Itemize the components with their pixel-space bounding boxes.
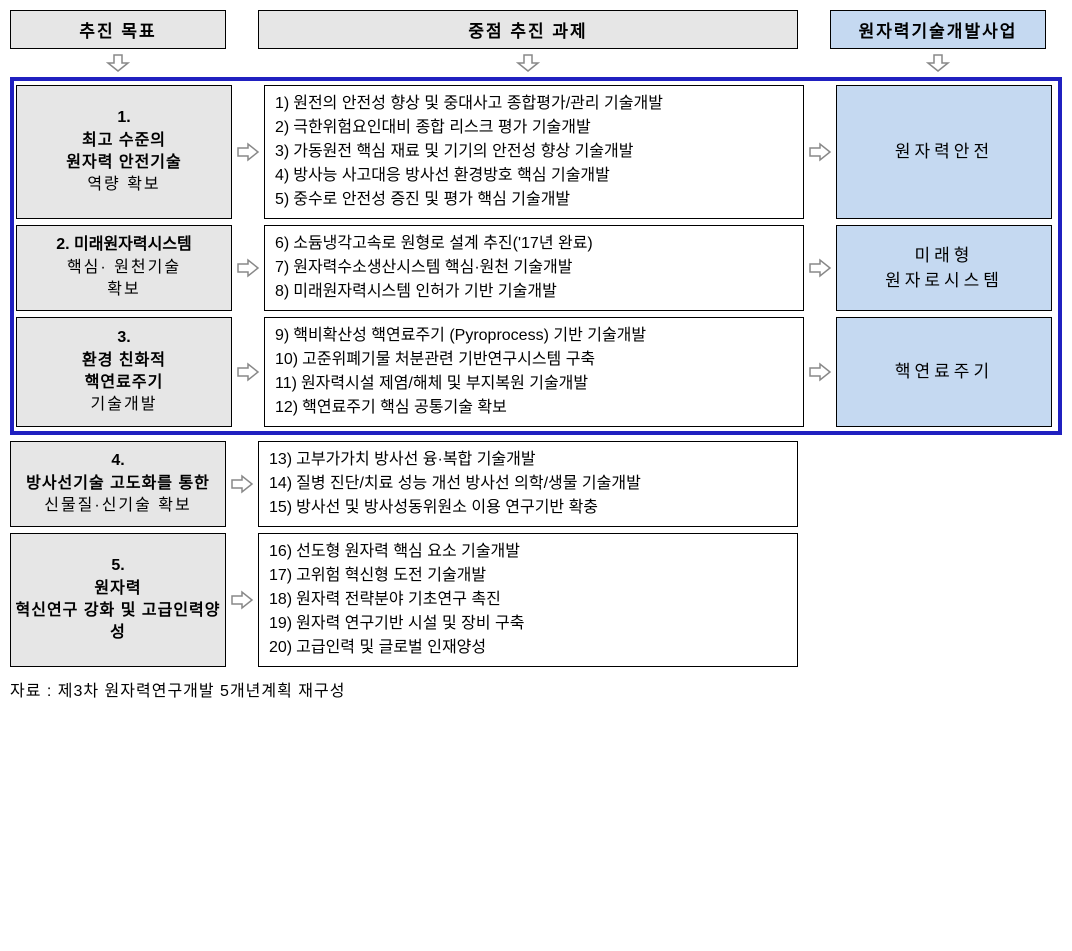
goal-box: 3.환경 친화적핵연료주기기술개발 xyxy=(16,317,232,427)
task-item: 5)중수로 안전성 증진 및 평가 핵심 기술개발 xyxy=(275,188,793,212)
task-item: 1)원전의 안전성 향상 및 중대사고 종합평가/관리 기술개발 xyxy=(275,92,793,116)
task-item: 3)가동원전 핵심 재료 및 기기의 안전성 향상 기술개발 xyxy=(275,140,793,164)
arrow-down-row xyxy=(10,53,1062,73)
highlight-group: 1.최고 수준의원자력 안전기술역량 확보1)원전의 안전성 향상 및 중대사고… xyxy=(10,77,1062,435)
goal-box: 1.최고 수준의원자력 안전기술역량 확보 xyxy=(16,85,232,219)
arrow-right-icon xyxy=(232,317,264,427)
header-goal: 추진 목표 xyxy=(10,10,226,49)
diagram-row: 5.원자력혁신연구 강화 및 고급인력양성16)선도형 원자력 핵심 요소 기술… xyxy=(10,533,1062,667)
rows-group: 4.방사선기술 고도화를 통한신물질·신기술 확보 13)고부가가치 방사선 융·… xyxy=(10,441,1062,667)
arrow-right-icon xyxy=(232,85,264,219)
task-box: 13)고부가가치 방사선 융·복합 기술개발14)질병 진단/치료 성능 개선 … xyxy=(258,441,798,527)
task-text: 고급인력 및 글로벌 인재양성 xyxy=(296,636,787,660)
arrow-right-icon xyxy=(804,85,836,219)
task-text: 원자력수소생산시스템 핵심·원천 기술개발 xyxy=(293,256,793,280)
task-item: 17)고위험 혁신형 도전 기술개발 xyxy=(269,564,787,588)
project-box: 원자력안전 xyxy=(836,85,1052,219)
header-row: 추진 목표 중점 추진 과제 원자력기술개발사업 xyxy=(10,10,1062,49)
task-box: 16)선도형 원자력 핵심 요소 기술개발17)고위험 혁신형 도전 기술개발1… xyxy=(258,533,798,667)
footnote: 자료 : 제3차 원자력연구개발 5개년계획 재구성 xyxy=(10,677,1062,701)
task-number: 1) xyxy=(275,92,289,116)
task-text: 소듐냉각고속로 원형로 설계 추진('17년 완료) xyxy=(293,232,793,256)
task-number: 12) xyxy=(275,396,298,420)
task-text: 원자력시설 제염/해체 및 부지복원 기술개발 xyxy=(301,372,793,396)
goal-box: 4.방사선기술 고도화를 통한신물질·신기술 확보 xyxy=(10,441,226,527)
task-number: 13) xyxy=(269,448,292,472)
task-box: 1)원전의 안전성 향상 및 중대사고 종합평가/관리 기술개발2)극한위험요인… xyxy=(264,85,804,219)
arrow-right-icon xyxy=(804,317,836,427)
arrow-right-icon xyxy=(226,441,258,527)
arrow-right-icon xyxy=(226,533,258,667)
task-text: 고위험 혁신형 도전 기술개발 xyxy=(296,564,787,588)
task-text: 방사선 및 방사성동위원소 이용 연구기반 확충 xyxy=(296,496,787,520)
task-text: 핵비확산성 핵연료주기 (Pyroprocess) 기반 기술개발 xyxy=(293,324,793,348)
diagram-row: 2. 미래원자력시스템핵심· 원천기술확보 6)소듐냉각고속로 원형로 설계 추진… xyxy=(16,225,1056,311)
task-item: 18)원자력 전략분야 기초연구 촉진 xyxy=(269,588,787,612)
task-text: 고부가가치 방사선 융·복합 기술개발 xyxy=(296,448,787,472)
task-item: 13)고부가가치 방사선 융·복합 기술개발 xyxy=(269,448,787,472)
task-text: 원자력 전략분야 기초연구 촉진 xyxy=(296,588,787,612)
task-item: 19)원자력 연구기반 시설 및 장비 구축 xyxy=(269,612,787,636)
task-number: 14) xyxy=(269,472,292,496)
header-project: 원자력기술개발사업 xyxy=(830,10,1046,49)
task-item: 7)원자력수소생산시스템 핵심·원천 기술개발 xyxy=(275,256,793,280)
task-text: 미래원자력시스템 인허가 기반 기술개발 xyxy=(293,280,793,304)
header-task: 중점 추진 과제 xyxy=(258,10,798,49)
task-item: 10)고준위폐기물 처분관련 기반연구시스템 구축 xyxy=(275,348,793,372)
task-number: 15) xyxy=(269,496,292,520)
task-item: 2)극한위험요인대비 종합 리스크 평가 기술개발 xyxy=(275,116,793,140)
project-box: 핵연료주기 xyxy=(836,317,1052,427)
task-item: 20)고급인력 및 글로벌 인재양성 xyxy=(269,636,787,660)
diagram-row: 1.최고 수준의원자력 안전기술역량 확보1)원전의 안전성 향상 및 중대사고… xyxy=(16,85,1056,219)
arrow-right-icon xyxy=(804,225,836,311)
task-text: 가동원전 핵심 재료 및 기기의 안전성 향상 기술개발 xyxy=(293,140,793,164)
task-number: 9) xyxy=(275,324,289,348)
arrow-down-icon xyxy=(10,53,226,73)
task-number: 7) xyxy=(275,256,289,280)
task-number: 16) xyxy=(269,540,292,564)
task-number: 19) xyxy=(269,612,292,636)
task-number: 20) xyxy=(269,636,292,660)
task-number: 18) xyxy=(269,588,292,612)
goal-box: 5.원자력혁신연구 강화 및 고급인력양성 xyxy=(10,533,226,667)
task-item: 11)원자력시설 제염/해체 및 부지복원 기술개발 xyxy=(275,372,793,396)
task-number: 4) xyxy=(275,164,289,188)
task-box: 9)핵비확산성 핵연료주기 (Pyroprocess) 기반 기술개발10)고준… xyxy=(264,317,804,427)
task-item: 12)핵연료주기 핵심 공통기술 확보 xyxy=(275,396,793,420)
diagram-row: 3.환경 친화적핵연료주기기술개발 9)핵비확산성 핵연료주기 (Pyroproc… xyxy=(16,317,1056,427)
task-number: 11) xyxy=(275,372,297,396)
task-text: 극한위험요인대비 종합 리스크 평가 기술개발 xyxy=(293,116,793,140)
arrow-down-icon xyxy=(258,53,798,73)
task-item: 9)핵비확산성 핵연료주기 (Pyroprocess) 기반 기술개발 xyxy=(275,324,793,348)
diagram-row: 4.방사선기술 고도화를 통한신물질·신기술 확보 13)고부가가치 방사선 융·… xyxy=(10,441,1062,527)
task-number: 3) xyxy=(275,140,289,164)
task-box: 6)소듐냉각고속로 원형로 설계 추진('17년 완료)7)원자력수소생산시스템… xyxy=(264,225,804,311)
task-number: 17) xyxy=(269,564,292,588)
arrow-right-icon xyxy=(232,225,264,311)
task-text: 고준위폐기물 처분관련 기반연구시스템 구축 xyxy=(302,348,793,372)
task-number: 2) xyxy=(275,116,289,140)
task-text: 선도형 원자력 핵심 요소 기술개발 xyxy=(296,540,787,564)
task-item: 16)선도형 원자력 핵심 요소 기술개발 xyxy=(269,540,787,564)
task-text: 질병 진단/치료 성능 개선 방사선 의학/생물 기술개발 xyxy=(296,472,787,496)
goal-box: 2. 미래원자력시스템핵심· 원천기술확보 xyxy=(16,225,232,311)
task-text: 중수로 안전성 증진 및 평가 핵심 기술개발 xyxy=(293,188,793,212)
task-text: 핵연료주기 핵심 공통기술 확보 xyxy=(302,396,793,420)
task-text: 방사능 사고대응 방사선 환경방호 핵심 기술개발 xyxy=(293,164,793,188)
task-number: 5) xyxy=(275,188,289,212)
task-item: 8)미래원자력시스템 인허가 기반 기술개발 xyxy=(275,280,793,304)
task-number: 10) xyxy=(275,348,298,372)
task-item: 4)방사능 사고대응 방사선 환경방호 핵심 기술개발 xyxy=(275,164,793,188)
task-text: 원자력 연구기반 시설 및 장비 구축 xyxy=(296,612,787,636)
task-item: 6)소듐냉각고속로 원형로 설계 추진('17년 완료) xyxy=(275,232,793,256)
project-box: 미래형원자로시스템 xyxy=(836,225,1052,311)
task-number: 8) xyxy=(275,280,289,304)
arrow-down-icon xyxy=(830,53,1046,73)
task-text: 원전의 안전성 향상 및 중대사고 종합평가/관리 기술개발 xyxy=(293,92,793,116)
task-item: 14)질병 진단/치료 성능 개선 방사선 의학/생물 기술개발 xyxy=(269,472,787,496)
task-item: 15)방사선 및 방사성동위원소 이용 연구기반 확충 xyxy=(269,496,787,520)
task-number: 6) xyxy=(275,232,289,256)
